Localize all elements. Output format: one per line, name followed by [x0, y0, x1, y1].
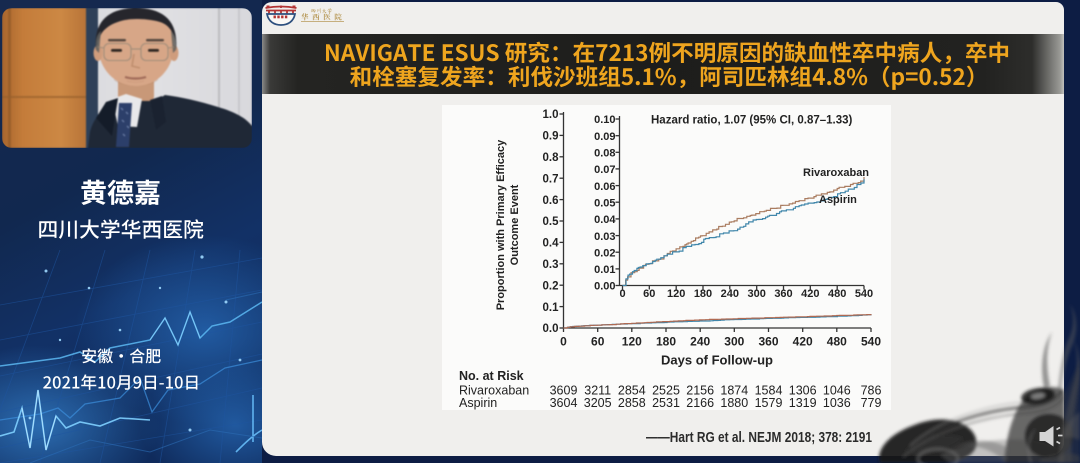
- svg-text:No. at Risk: No. at Risk: [459, 369, 524, 383]
- svg-text:3609: 3609: [550, 384, 578, 398]
- svg-text:Outcome Event: Outcome Event: [509, 184, 521, 265]
- svg-text:3211: 3211: [584, 384, 611, 398]
- svg-text:0.6: 0.6: [543, 195, 559, 207]
- svg-text:0.07: 0.07: [594, 164, 615, 176]
- svg-text:0.00: 0.00: [594, 281, 615, 293]
- svg-text:Rivaroxaban: Rivaroxaban: [459, 384, 529, 398]
- svg-text:0.9: 0.9: [543, 131, 559, 143]
- svg-text:1046: 1046: [823, 384, 851, 398]
- svg-text:120: 120: [622, 335, 642, 349]
- svg-text:0.08: 0.08: [594, 148, 615, 160]
- svg-text:240: 240: [690, 335, 710, 349]
- svg-text:3205: 3205: [584, 396, 612, 410]
- svg-text:1579: 1579: [755, 396, 783, 410]
- svg-text:1584: 1584: [755, 384, 783, 398]
- svg-text:2156: 2156: [686, 384, 714, 398]
- svg-text:Hazard ratio, 1.07 (95% CI, 0.: Hazard ratio, 1.07 (95% CI, 0.87–1.33): [651, 115, 853, 127]
- svg-text:0.0: 0.0: [543, 323, 559, 335]
- svg-text:1880: 1880: [720, 396, 748, 410]
- svg-text:2854: 2854: [618, 384, 646, 398]
- svg-text:0.04: 0.04: [594, 214, 616, 226]
- svg-text:2525: 2525: [652, 384, 680, 398]
- svg-text:0: 0: [619, 288, 625, 300]
- svg-text:0.5: 0.5: [543, 216, 560, 228]
- svg-text:480: 480: [828, 288, 846, 300]
- svg-text:540: 540: [861, 335, 881, 349]
- svg-text:420: 420: [793, 335, 813, 349]
- svg-text:Aspirin: Aspirin: [819, 194, 857, 206]
- svg-text:480: 480: [827, 335, 847, 349]
- svg-text:60: 60: [591, 335, 605, 349]
- svg-text:180: 180: [694, 288, 712, 300]
- svg-text:0.10: 0.10: [594, 114, 615, 126]
- svg-text:0.3: 0.3: [543, 259, 559, 271]
- svg-text:1874: 1874: [720, 384, 748, 398]
- svg-text:120: 120: [667, 288, 685, 300]
- svg-text:Proportion with Primary Effica: Proportion with Primary Efficacy: [495, 139, 507, 310]
- svg-text:Rivaroxaban: Rivaroxaban: [803, 167, 869, 179]
- svg-text:1.0: 1.0: [543, 109, 559, 121]
- svg-text:1036: 1036: [823, 396, 851, 410]
- svg-text:0.4: 0.4: [543, 238, 560, 250]
- svg-text:300: 300: [724, 335, 744, 349]
- svg-text:0: 0: [560, 335, 567, 349]
- svg-text:180: 180: [656, 335, 676, 349]
- svg-text:0.7: 0.7: [543, 173, 559, 185]
- svg-text:540: 540: [855, 288, 873, 300]
- svg-text:240: 240: [721, 288, 739, 300]
- svg-text:2858: 2858: [618, 396, 646, 410]
- svg-text:420: 420: [801, 288, 819, 300]
- svg-text:2166: 2166: [686, 396, 714, 410]
- svg-text:0.02: 0.02: [594, 247, 615, 259]
- svg-text:0.2: 0.2: [543, 280, 559, 292]
- svg-text:0.8: 0.8: [543, 152, 560, 164]
- svg-text:0.01: 0.01: [594, 264, 615, 276]
- svg-text:3604: 3604: [550, 396, 578, 410]
- svg-text:60: 60: [643, 288, 655, 300]
- svg-text:360: 360: [774, 288, 792, 300]
- svg-text:786: 786: [861, 384, 882, 398]
- svg-text:0.09: 0.09: [594, 131, 615, 143]
- svg-text:360: 360: [758, 335, 778, 349]
- svg-text:0.03: 0.03: [594, 231, 615, 243]
- svg-text:Days of Follow-up: Days of Follow-up: [661, 353, 773, 368]
- svg-text:Aspirin: Aspirin: [459, 396, 497, 410]
- svg-text:1319: 1319: [789, 396, 817, 410]
- svg-text:300: 300: [748, 288, 766, 300]
- svg-text:0.06: 0.06: [594, 181, 615, 193]
- svg-text:779: 779: [861, 396, 882, 410]
- svg-text:1306: 1306: [789, 384, 817, 398]
- svg-text:2531: 2531: [652, 396, 680, 410]
- svg-text:0.1: 0.1: [543, 302, 560, 314]
- svg-text:0.05: 0.05: [594, 197, 615, 209]
